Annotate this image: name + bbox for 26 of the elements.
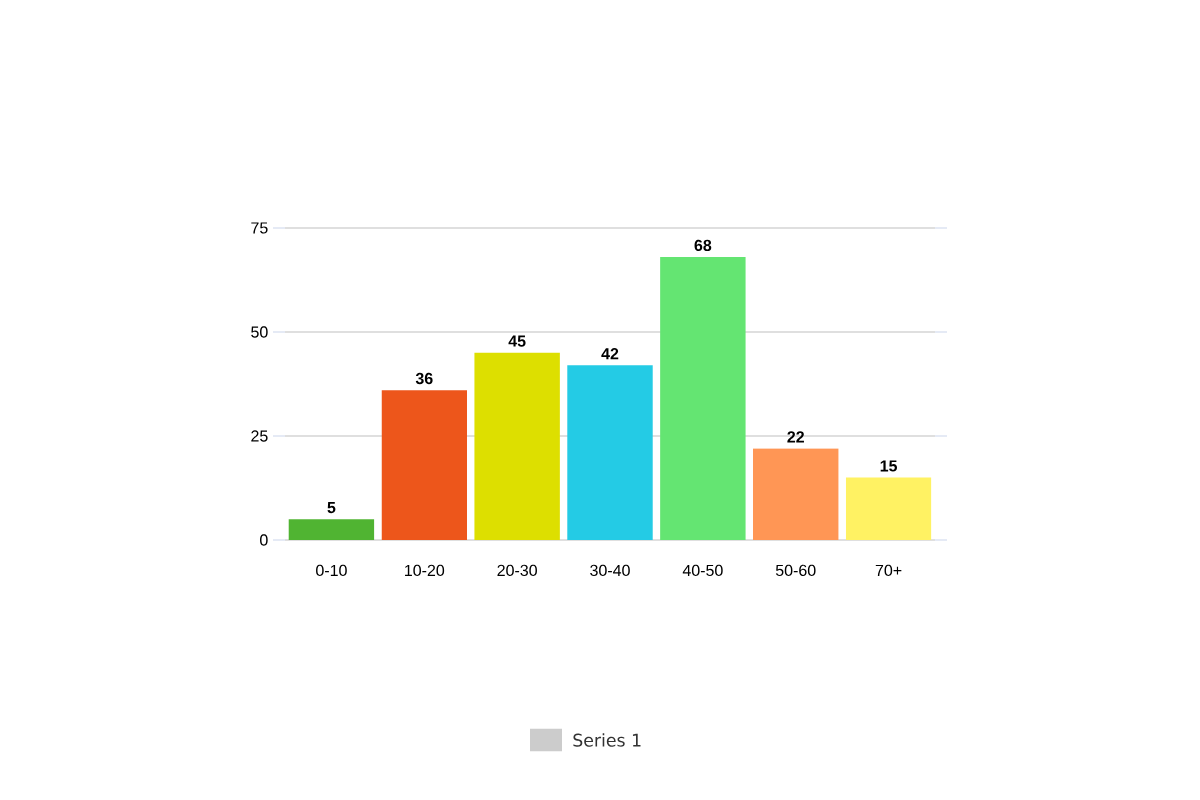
y-tick-label: 25 bbox=[251, 430, 268, 442]
x-tick-label: 50-60 bbox=[775, 564, 816, 577]
x-tick-label: 40-50 bbox=[682, 564, 723, 577]
data-label: 15 bbox=[880, 460, 898, 472]
x-tick-label: 20-30 bbox=[497, 564, 537, 577]
data-label: 36 bbox=[415, 372, 433, 385]
bar bbox=[845, 477, 932, 540]
bar bbox=[567, 365, 653, 540]
x-tick-label: 0-10 bbox=[316, 564, 347, 577]
y-tick-label: 50 bbox=[251, 326, 268, 338]
bar bbox=[474, 352, 560, 540]
data-label: 22 bbox=[787, 431, 804, 443]
data-label: 45 bbox=[508, 335, 526, 347]
text: Series 1 bbox=[573, 733, 641, 747]
bar bbox=[288, 519, 375, 540]
data-label: 5 bbox=[327, 502, 336, 514]
bar bbox=[753, 448, 839, 540]
bar bbox=[381, 390, 467, 540]
y-tick-label: 75 bbox=[251, 222, 268, 234]
data-label: 42 bbox=[601, 348, 619, 360]
bar bbox=[660, 257, 746, 540]
x-tick-label: 70+ bbox=[875, 564, 902, 577]
x-tick-label: 10-20 bbox=[405, 564, 445, 577]
y-tick-label: 0 bbox=[260, 534, 268, 546]
data-label: 68 bbox=[694, 239, 712, 252]
x-tick-label: 30-40 bbox=[590, 564, 630, 577]
